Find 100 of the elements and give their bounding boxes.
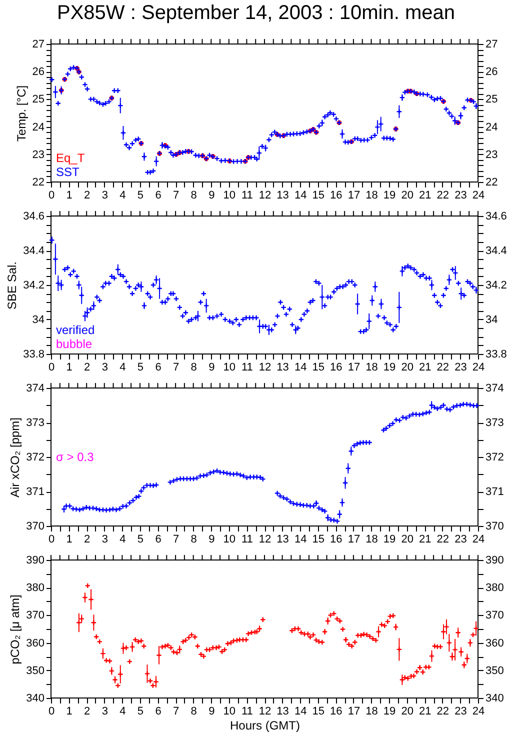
x-tick-label: 6 bbox=[155, 534, 162, 546]
x-tick-label: 21 bbox=[419, 362, 432, 374]
x-tick-label: 10 bbox=[223, 706, 236, 718]
y-tick-label: 27 bbox=[32, 38, 44, 50]
x-tick-label: 0 bbox=[48, 706, 55, 718]
x-tick-label: 21 bbox=[419, 706, 432, 718]
y-tick-label: 34.2 bbox=[23, 280, 44, 292]
y-axis-title: SBE Sal. bbox=[5, 261, 20, 310]
y2-tick-label: 34.6 bbox=[486, 210, 507, 222]
x-tick-label: 4 bbox=[120, 362, 126, 374]
chart-title: PX85W : September 14, 2003 : 10min. mean bbox=[57, 2, 455, 24]
x-tick-label: 11 bbox=[241, 190, 253, 202]
y2-tick-label: 25 bbox=[486, 94, 498, 106]
y-tick-label: 370 bbox=[26, 520, 44, 532]
x-tick-label: 15 bbox=[312, 190, 324, 202]
y-tick-label: 371 bbox=[26, 486, 44, 498]
x-tick-label: 21 bbox=[419, 190, 432, 202]
y2-tick-label: 390 bbox=[486, 554, 504, 566]
x-tick-label: 21 bbox=[419, 534, 432, 546]
x-tick-label: 10 bbox=[223, 362, 236, 374]
x-tick-label: 13 bbox=[276, 534, 289, 546]
y2-tick-label: 23 bbox=[486, 148, 498, 161]
x-tick-label: 22 bbox=[436, 190, 450, 202]
x-tick-label: 17 bbox=[348, 362, 360, 374]
x-tick-label: 9 bbox=[208, 190, 215, 202]
x-tick-label: 19 bbox=[383, 706, 396, 718]
x-tick-label: 7 bbox=[172, 706, 180, 718]
x-tick-label: 6 bbox=[155, 190, 162, 202]
x-tick-label: 24 bbox=[472, 362, 485, 374]
x-tick-label: 5 bbox=[137, 534, 144, 546]
x-tick-label: 14 bbox=[294, 190, 307, 202]
x-tick-label: 12 bbox=[258, 534, 272, 546]
y-tick-label: 25 bbox=[32, 94, 44, 106]
x-tick-label: 18 bbox=[366, 362, 378, 374]
x-tick-label: 1 bbox=[66, 534, 72, 546]
y-tick-label: 34.6 bbox=[23, 210, 44, 222]
y2-tick-label: 340 bbox=[486, 692, 504, 704]
y-tick-label: 23 bbox=[32, 148, 44, 161]
x-tick-label: 14 bbox=[294, 534, 307, 546]
x-tick-label: 22 bbox=[436, 534, 450, 546]
series-label: verified bbox=[56, 323, 95, 337]
y2-tick-label: 350 bbox=[486, 664, 504, 677]
x-tick-label: 8 bbox=[190, 534, 197, 546]
y-tick-label: 33.8 bbox=[23, 348, 44, 360]
y2-tick-label: 26 bbox=[486, 66, 498, 78]
y-tick-label: 360 bbox=[26, 637, 44, 650]
x-tick-label: 20 bbox=[401, 534, 414, 546]
x-tick-label: 20 bbox=[401, 706, 414, 718]
x-tick-label: 7 bbox=[172, 190, 180, 202]
x-tick-label: 10 bbox=[223, 190, 236, 202]
x-tick-label: 16 bbox=[330, 190, 342, 202]
x-tick-label: 17 bbox=[348, 534, 360, 546]
x-tick-label: 8 bbox=[190, 190, 197, 202]
x-tick-label: 0 bbox=[48, 190, 55, 202]
y2-tick-label: 380 bbox=[486, 582, 504, 594]
x-tick-label: 1 bbox=[66, 190, 72, 202]
x-tick-label: 24 bbox=[472, 534, 485, 546]
y-tick-label: 372 bbox=[26, 452, 44, 464]
x-tick-label: 15 bbox=[312, 362, 324, 374]
x-tick-label: 20 bbox=[401, 362, 414, 374]
y2-tick-label: 33.8 bbox=[486, 348, 507, 360]
x-tick-label: 11 bbox=[241, 534, 253, 546]
x-tick-label: 5 bbox=[137, 706, 144, 718]
y-axis-title: Temp. [°C] bbox=[14, 85, 28, 142]
y-tick-label: 26 bbox=[32, 66, 44, 78]
x-tick-label: 9 bbox=[208, 534, 215, 546]
y-tick-label: 370 bbox=[26, 610, 44, 622]
x-tick-label: 7 bbox=[172, 362, 180, 374]
x-tick-label: 1 bbox=[66, 706, 72, 718]
x-tick-label: 5 bbox=[137, 362, 144, 374]
x-tick-label: 19 bbox=[383, 534, 396, 546]
x-tick-label: 24 bbox=[472, 190, 485, 202]
text: SST bbox=[56, 165, 80, 179]
y-tick-label: 24 bbox=[32, 121, 44, 134]
x-tick-label: 2 bbox=[84, 190, 90, 202]
y2-tick-label: 370 bbox=[486, 610, 504, 622]
x-tick-label: 23 bbox=[454, 190, 467, 202]
x-tick-label: 15 bbox=[312, 706, 324, 718]
x-tick-label: 14 bbox=[294, 362, 307, 374]
y-tick-label: 373 bbox=[26, 417, 44, 429]
x-tick-label: 6 bbox=[155, 362, 162, 374]
x-tick-label: 13 bbox=[276, 706, 289, 718]
x-tick-label: 12 bbox=[258, 706, 272, 718]
x-tick-label: 4 bbox=[120, 190, 126, 202]
x-tick-label: 4 bbox=[120, 534, 126, 546]
y2-tick-label: 27 bbox=[486, 38, 498, 50]
x-tick-label: 8 bbox=[190, 706, 197, 718]
y2-tick-label: 374 bbox=[486, 382, 504, 394]
y2-tick-label: 371 bbox=[486, 486, 504, 498]
legend-label: σ > 0.3 bbox=[56, 450, 94, 464]
x-tick-label: 18 bbox=[366, 534, 378, 546]
x-tick-label: 3 bbox=[102, 706, 108, 718]
y-tick-label: 34.4 bbox=[23, 245, 44, 257]
x-tick-label: 23 bbox=[454, 362, 467, 374]
x-tick-label: 9 bbox=[208, 362, 215, 374]
x-tick-label: 17 bbox=[348, 190, 360, 202]
x-tick-label: 6 bbox=[155, 706, 162, 718]
x-tick-label: 23 bbox=[454, 706, 467, 718]
text: Eq_T bbox=[56, 151, 86, 165]
x-tick-label: 19 bbox=[383, 362, 396, 374]
